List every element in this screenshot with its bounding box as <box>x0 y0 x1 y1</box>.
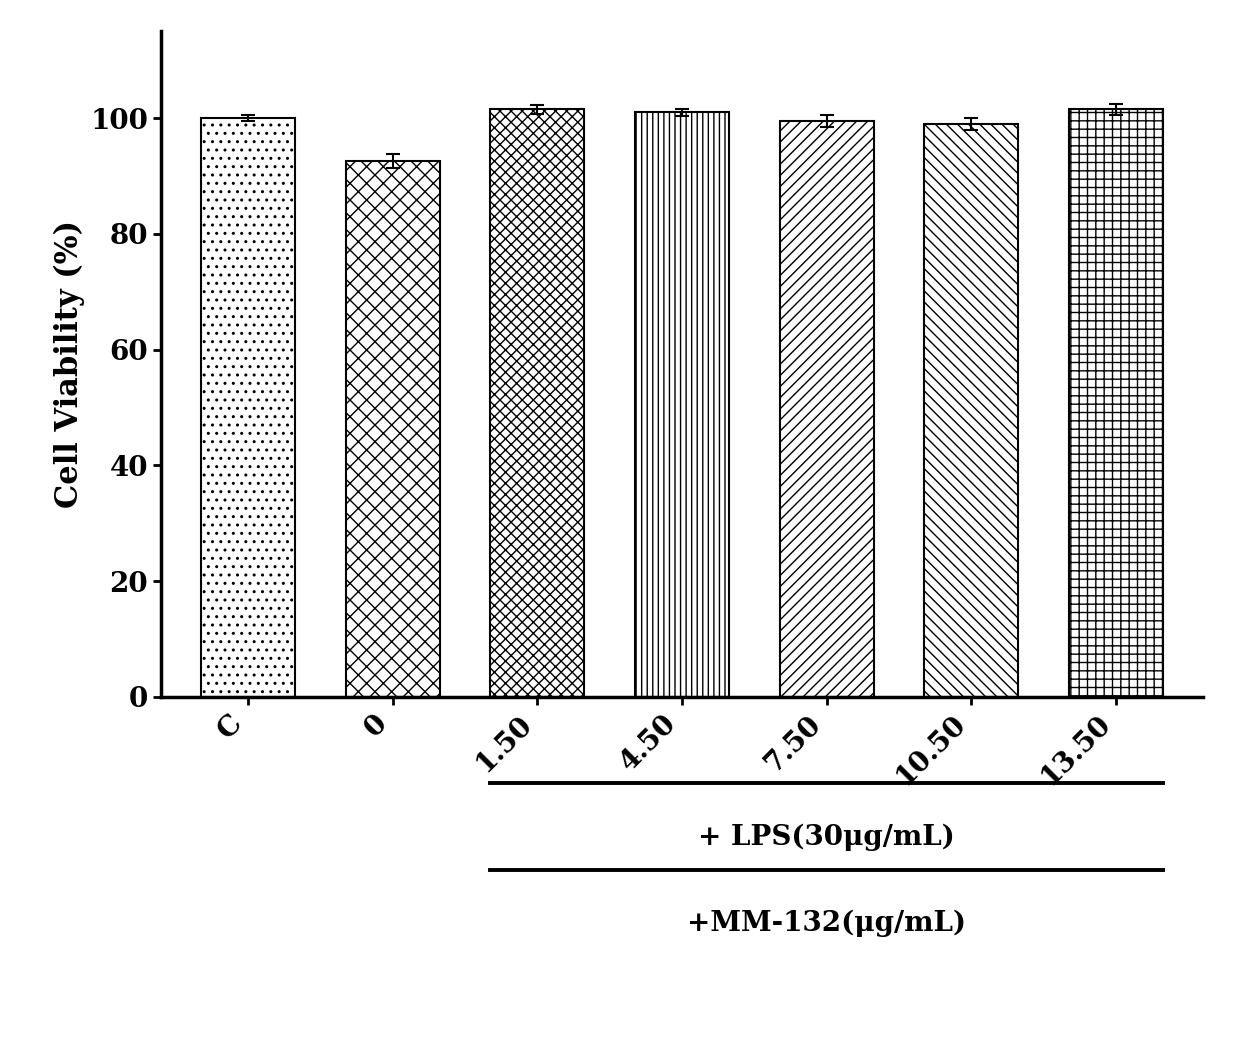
Bar <box>924 124 1018 697</box>
Text: + LPS(30μg/mL): + LPS(30μg/mL) <box>698 824 955 851</box>
Bar <box>490 109 584 697</box>
Bar <box>201 118 295 697</box>
Y-axis label: Cell Viability (%): Cell Viability (%) <box>53 220 84 508</box>
Bar <box>346 161 440 697</box>
Bar <box>1069 109 1163 697</box>
Bar <box>635 112 729 697</box>
Bar <box>780 121 874 697</box>
Text: +MM-132(μg/mL): +MM-132(μg/mL) <box>687 910 966 937</box>
